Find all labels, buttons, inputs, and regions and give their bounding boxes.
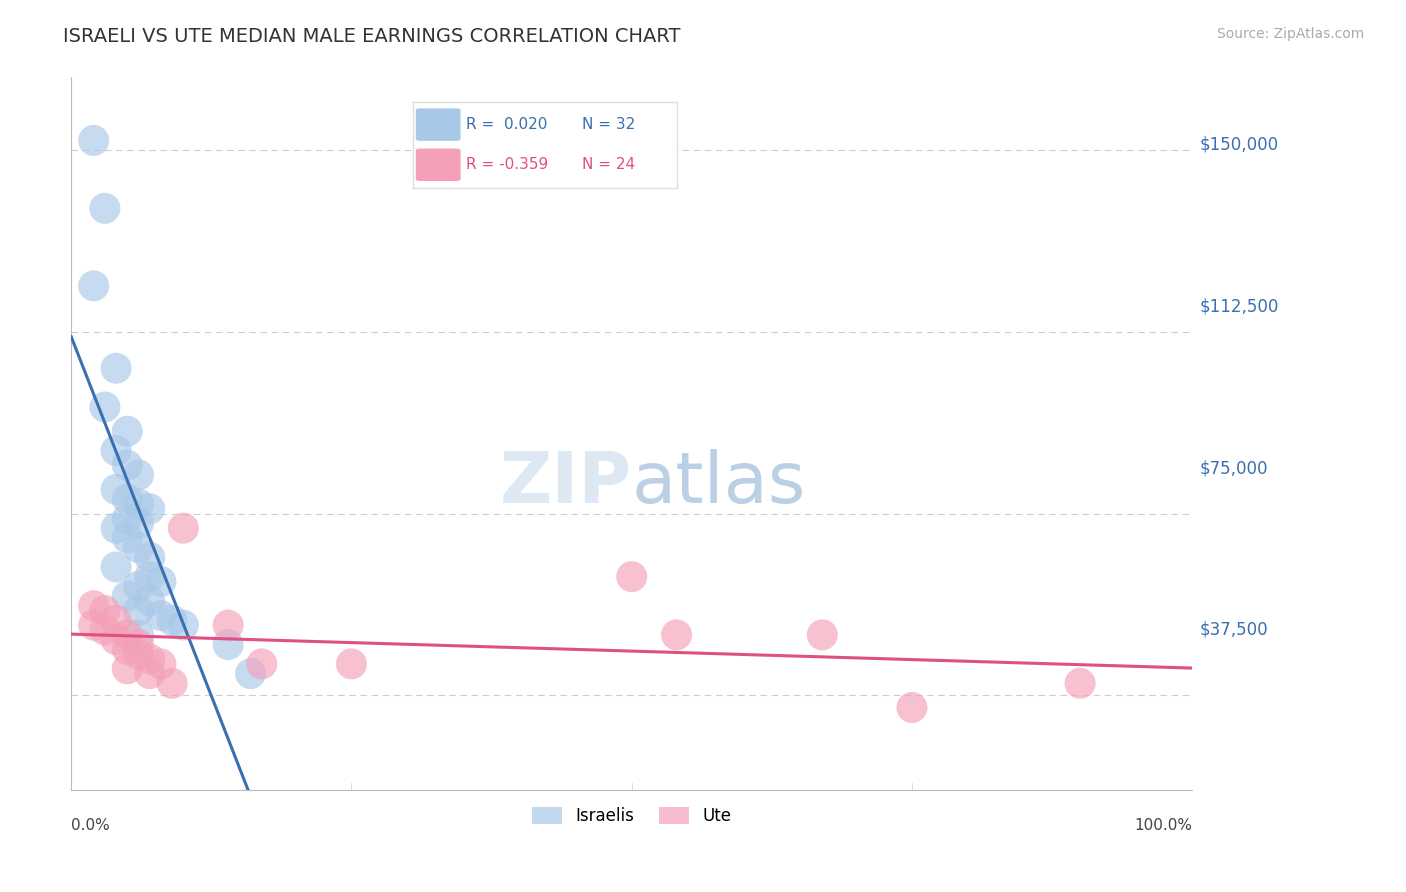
Point bbox=[811, 628, 834, 642]
Point bbox=[105, 443, 128, 458]
Point bbox=[138, 652, 160, 666]
Text: Source: ZipAtlas.com: Source: ZipAtlas.com bbox=[1216, 27, 1364, 41]
Point bbox=[117, 642, 139, 657]
Point bbox=[172, 521, 194, 535]
Point bbox=[105, 613, 128, 627]
Point bbox=[160, 613, 183, 627]
Point bbox=[128, 467, 150, 482]
Text: atlas: atlas bbox=[631, 449, 806, 518]
Point bbox=[117, 628, 139, 642]
Point bbox=[149, 657, 172, 671]
Text: 100.0%: 100.0% bbox=[1135, 819, 1192, 833]
Point bbox=[105, 632, 128, 647]
Point bbox=[620, 569, 643, 583]
Point bbox=[239, 666, 262, 681]
Point bbox=[138, 569, 160, 583]
Point bbox=[105, 361, 128, 376]
Point bbox=[128, 628, 150, 642]
Point bbox=[105, 560, 128, 574]
Point bbox=[138, 550, 160, 565]
Legend: Israelis, Ute: Israelis, Ute bbox=[526, 800, 738, 831]
Point bbox=[149, 574, 172, 589]
Point bbox=[1069, 676, 1091, 690]
Point bbox=[128, 579, 150, 593]
Point bbox=[172, 618, 194, 632]
Point bbox=[128, 516, 150, 531]
Point bbox=[117, 492, 139, 507]
Text: ZIP: ZIP bbox=[499, 449, 631, 518]
Point bbox=[117, 589, 139, 603]
Point bbox=[83, 278, 105, 293]
Point bbox=[117, 511, 139, 525]
Point bbox=[94, 623, 117, 637]
Text: ISRAELI VS UTE MEDIAN MALE EARNINGS CORRELATION CHART: ISRAELI VS UTE MEDIAN MALE EARNINGS CORR… bbox=[63, 27, 681, 45]
Point bbox=[128, 638, 150, 652]
Point bbox=[128, 497, 150, 511]
Point bbox=[83, 618, 105, 632]
Point bbox=[138, 501, 160, 516]
Text: 0.0%: 0.0% bbox=[72, 819, 110, 833]
Point bbox=[83, 133, 105, 147]
Point bbox=[117, 424, 139, 438]
Point bbox=[94, 202, 117, 216]
Point bbox=[149, 608, 172, 623]
Point bbox=[217, 638, 239, 652]
Point bbox=[901, 700, 924, 714]
Point bbox=[160, 676, 183, 690]
Point bbox=[117, 662, 139, 676]
Point bbox=[83, 599, 105, 613]
Point bbox=[128, 604, 150, 618]
Point bbox=[105, 483, 128, 497]
Point bbox=[217, 618, 239, 632]
Point bbox=[340, 657, 363, 671]
Point bbox=[665, 628, 688, 642]
Point bbox=[105, 521, 128, 535]
Point bbox=[128, 541, 150, 555]
Point bbox=[138, 666, 160, 681]
Point bbox=[138, 594, 160, 608]
Point bbox=[117, 531, 139, 545]
Point bbox=[128, 647, 150, 661]
Point bbox=[94, 604, 117, 618]
Point bbox=[250, 657, 273, 671]
Point bbox=[94, 400, 117, 414]
Point bbox=[117, 458, 139, 473]
